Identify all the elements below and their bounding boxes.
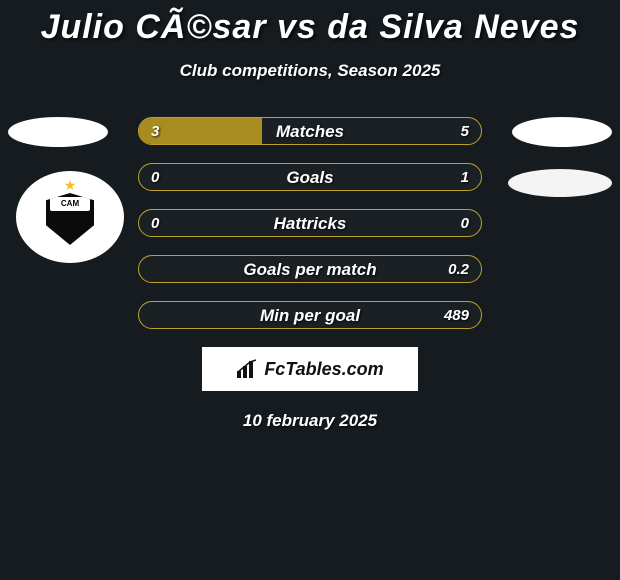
stat-label: Matches — [139, 118, 481, 144]
player-left-avatar-placeholder — [8, 117, 108, 147]
shield-icon: CAM — [46, 193, 94, 245]
player-right-avatar-placeholder — [512, 117, 612, 147]
stat-row: 489Min per goal — [138, 301, 482, 329]
page-title: Julio CÃ©sar vs da Silva Neves — [0, 0, 620, 47]
stats-rows: 35Matches 01Goals 00Hattricks 0.2Goals per … — [138, 117, 482, 329]
brand-text: FcTables.com — [264, 359, 383, 380]
stat-label: Goals — [139, 164, 481, 190]
brand-box: FcTables.com — [202, 347, 418, 391]
stat-label: Hattricks — [139, 210, 481, 236]
stat-row: 00Hattricks — [138, 209, 482, 237]
club-left-badge: ★ CAM — [16, 171, 124, 263]
page-subtitle: Club competitions, Season 2025 — [0, 61, 620, 81]
bar-chart-icon — [236, 359, 258, 379]
stat-row: 0.2Goals per match — [138, 255, 482, 283]
date-text: 10 february 2025 — [0, 411, 620, 431]
club-badge-text: CAM — [50, 197, 90, 211]
stat-label: Min per goal — [139, 302, 481, 328]
stat-row: 35Matches — [138, 117, 482, 145]
stat-row: 01Goals — [138, 163, 482, 191]
stat-label: Goals per match — [139, 256, 481, 282]
club-right-placeholder — [508, 169, 612, 197]
comparison-stage: ★ CAM 35Matches 01Goals 00Hattricks 0.2Goal… — [0, 117, 620, 329]
star-icon: ★ — [64, 177, 77, 194]
